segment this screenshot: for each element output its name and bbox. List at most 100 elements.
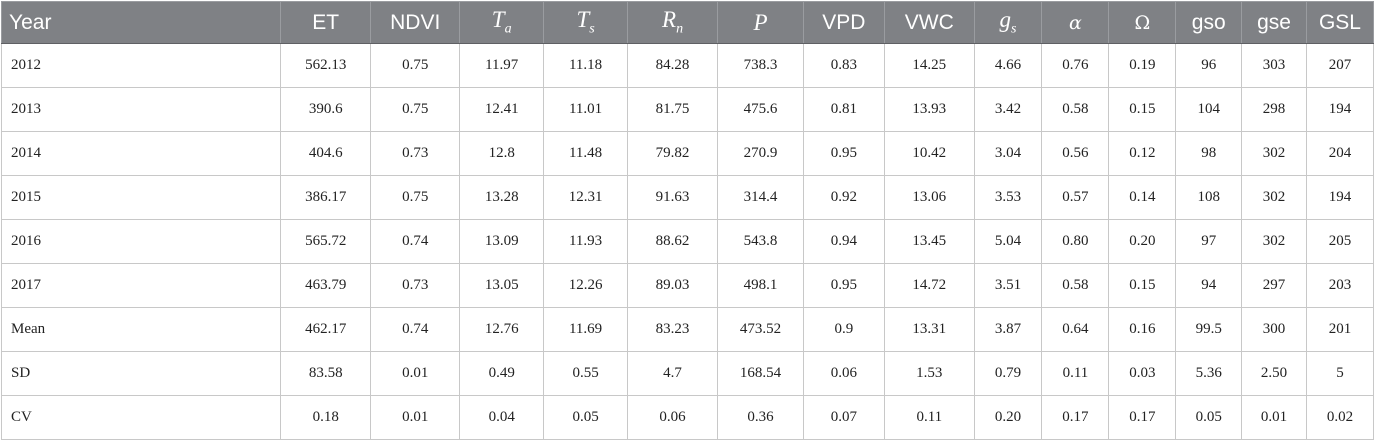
table-cell-ndvi: 0.74	[370, 219, 460, 264]
column-header-label: VWC	[904, 10, 954, 34]
table-cell-vwc: 13.93	[884, 87, 975, 132]
table-cell-alpha: 0.80	[1041, 219, 1110, 264]
column-header-subscript: s	[1011, 21, 1017, 37]
table-cell-ta: 12.76	[458, 307, 545, 352]
table-cell-gse: 302	[1241, 175, 1307, 220]
table-cell-rn: 83.23	[626, 307, 719, 352]
table-cell-ta: 12.8	[458, 131, 545, 176]
table-cell-vpd: 0.95	[802, 263, 886, 308]
table-cell-gso: 0.05	[1175, 395, 1243, 440]
table-cell-gs: 5.04	[973, 219, 1043, 264]
column-header-vwc: VWC	[884, 1, 975, 44]
column-header-label: Ω	[1134, 11, 1151, 34]
table-cell-ndvi: 0.01	[370, 395, 460, 440]
table-row: SD 83.58 0.01 0.49 0.55 4.7 168.54 0.06 1.53 0.79…	[1, 351, 1375, 396]
column-header-gso: gso	[1175, 1, 1243, 44]
column-header-gsl: GSL	[1305, 1, 1375, 44]
table-cell-ta: 13.28	[458, 175, 545, 220]
table-cell-gso: 5.36	[1175, 351, 1243, 396]
table-cell-et: 386.17	[279, 175, 372, 220]
table-row: 2014 404.6 0.73 12.8 11.48 79.82 270.9 0.95 10.4…	[1, 131, 1375, 176]
table-cell-alpha: 0.76	[1041, 43, 1110, 88]
table-cell-gse: 303	[1241, 43, 1307, 88]
table-cell-p: 738.3	[717, 43, 804, 88]
table-cell-ts: 11.48	[543, 131, 628, 176]
table-cell-gse: 300	[1241, 307, 1307, 352]
table-cell-year: 2016	[1, 219, 281, 264]
column-header-alpha: α	[1041, 1, 1110, 44]
table-cell-gs: 0.20	[973, 395, 1043, 440]
table-cell-ndvi: 0.75	[370, 43, 460, 88]
table-cell-vpd: 0.81	[802, 87, 886, 132]
table-cell-gs: 3.53	[973, 175, 1043, 220]
table-cell-omega: 0.12	[1108, 131, 1177, 176]
table-cell-p: 270.9	[717, 131, 804, 176]
table-cell-p: 473.52	[717, 307, 804, 352]
table-row: CV 0.18 0.01 0.04 0.05 0.06 0.36 0.07 0.11 0.20 0.…	[1, 395, 1375, 440]
table-cell-p: 543.8	[717, 219, 804, 264]
column-header-gse: gse	[1241, 1, 1307, 44]
table-cell-et: 462.17	[279, 307, 372, 352]
table-row: 2012 562.13 0.75 11.97 11.18 84.28 738.3 0.83 14…	[1, 43, 1375, 88]
table-cell-omega: 0.20	[1108, 219, 1177, 264]
table-cell-omega: 0.16	[1108, 307, 1177, 352]
table-cell-ts: 12.26	[543, 263, 628, 308]
table-cell-vwc: 0.11	[884, 395, 975, 440]
column-header-year: Year	[1, 1, 281, 44]
table-cell-rn: 79.82	[626, 131, 719, 176]
column-header-ts: Ts	[543, 1, 628, 44]
table-cell-gso: 104	[1175, 87, 1243, 132]
column-header-subscript: n	[676, 21, 684, 37]
table-cell-rn: 91.63	[626, 175, 719, 220]
table-cell-gsl: 0.02	[1305, 395, 1375, 440]
table-cell-et: 565.72	[279, 219, 372, 264]
table-cell-ts: 11.69	[543, 307, 628, 352]
table-cell-ta: 0.04	[458, 395, 545, 440]
table-cell-gso: 99.5	[1175, 307, 1243, 352]
table-cell-gse: 302	[1241, 131, 1307, 176]
table-row: Mean 462.17 0.74 12.76 11.69 83.23 473.52 0.9 13…	[1, 307, 1375, 352]
table-cell-gso: 98	[1175, 131, 1243, 176]
column-header-label: α	[1069, 11, 1082, 34]
column-header-subscript: a	[504, 21, 512, 37]
table-cell-vwc: 13.45	[884, 219, 975, 264]
column-header-gs: gs	[973, 1, 1043, 44]
table-cell-alpha: 0.64	[1041, 307, 1110, 352]
table-cell-gsl: 203	[1305, 263, 1375, 308]
table-cell-alpha: 0.58	[1041, 87, 1110, 132]
column-header-omega: Ω	[1108, 1, 1177, 44]
table-cell-ta: 13.05	[458, 263, 545, 308]
table-cell-p: 314.4	[717, 175, 804, 220]
table-cell-p: 168.54	[717, 351, 804, 396]
table-row: 2017 463.79 0.73 13.05 12.26 89.03 498.1 0.95 14…	[1, 263, 1375, 308]
column-header-label: Ta	[491, 7, 512, 37]
column-header-label: VPD	[822, 10, 866, 34]
table-cell-gso: 96	[1175, 43, 1243, 88]
column-header-label: GSL	[1318, 10, 1361, 34]
column-header-label: Ts	[576, 7, 595, 37]
column-header-vpd: VPD	[802, 1, 886, 44]
table-cell-gse: 2.50	[1241, 351, 1307, 396]
table-cell-gso: 108	[1175, 175, 1243, 220]
table-cell-vpd: 0.06	[802, 351, 886, 396]
table-cell-vwc: 13.31	[884, 307, 975, 352]
table-cell-omega: 0.19	[1108, 43, 1177, 88]
table-cell-ts: 12.31	[543, 175, 628, 220]
table-cell-omega: 0.14	[1108, 175, 1177, 220]
column-header-ndvi: NDVI	[370, 1, 460, 44]
table-cell-vpd: 0.9	[802, 307, 886, 352]
table-cell-vwc: 14.25	[884, 43, 975, 88]
column-header-label: P	[753, 9, 768, 35]
table-cell-ndvi: 0.75	[370, 175, 460, 220]
table-cell-gsl: 207	[1305, 43, 1375, 88]
table-cell-et: 463.79	[279, 263, 372, 308]
table-cell-year: CV	[1, 395, 281, 440]
table-cell-omega: 0.15	[1108, 87, 1177, 132]
table-cell-gsl: 194	[1305, 87, 1375, 132]
table-cell-omega: 0.17	[1108, 395, 1177, 440]
column-header-label: ET	[312, 10, 340, 34]
table-cell-et: 562.13	[279, 43, 372, 88]
table-cell-gs: 0.79	[973, 351, 1043, 396]
table-cell-gse: 302	[1241, 219, 1307, 264]
